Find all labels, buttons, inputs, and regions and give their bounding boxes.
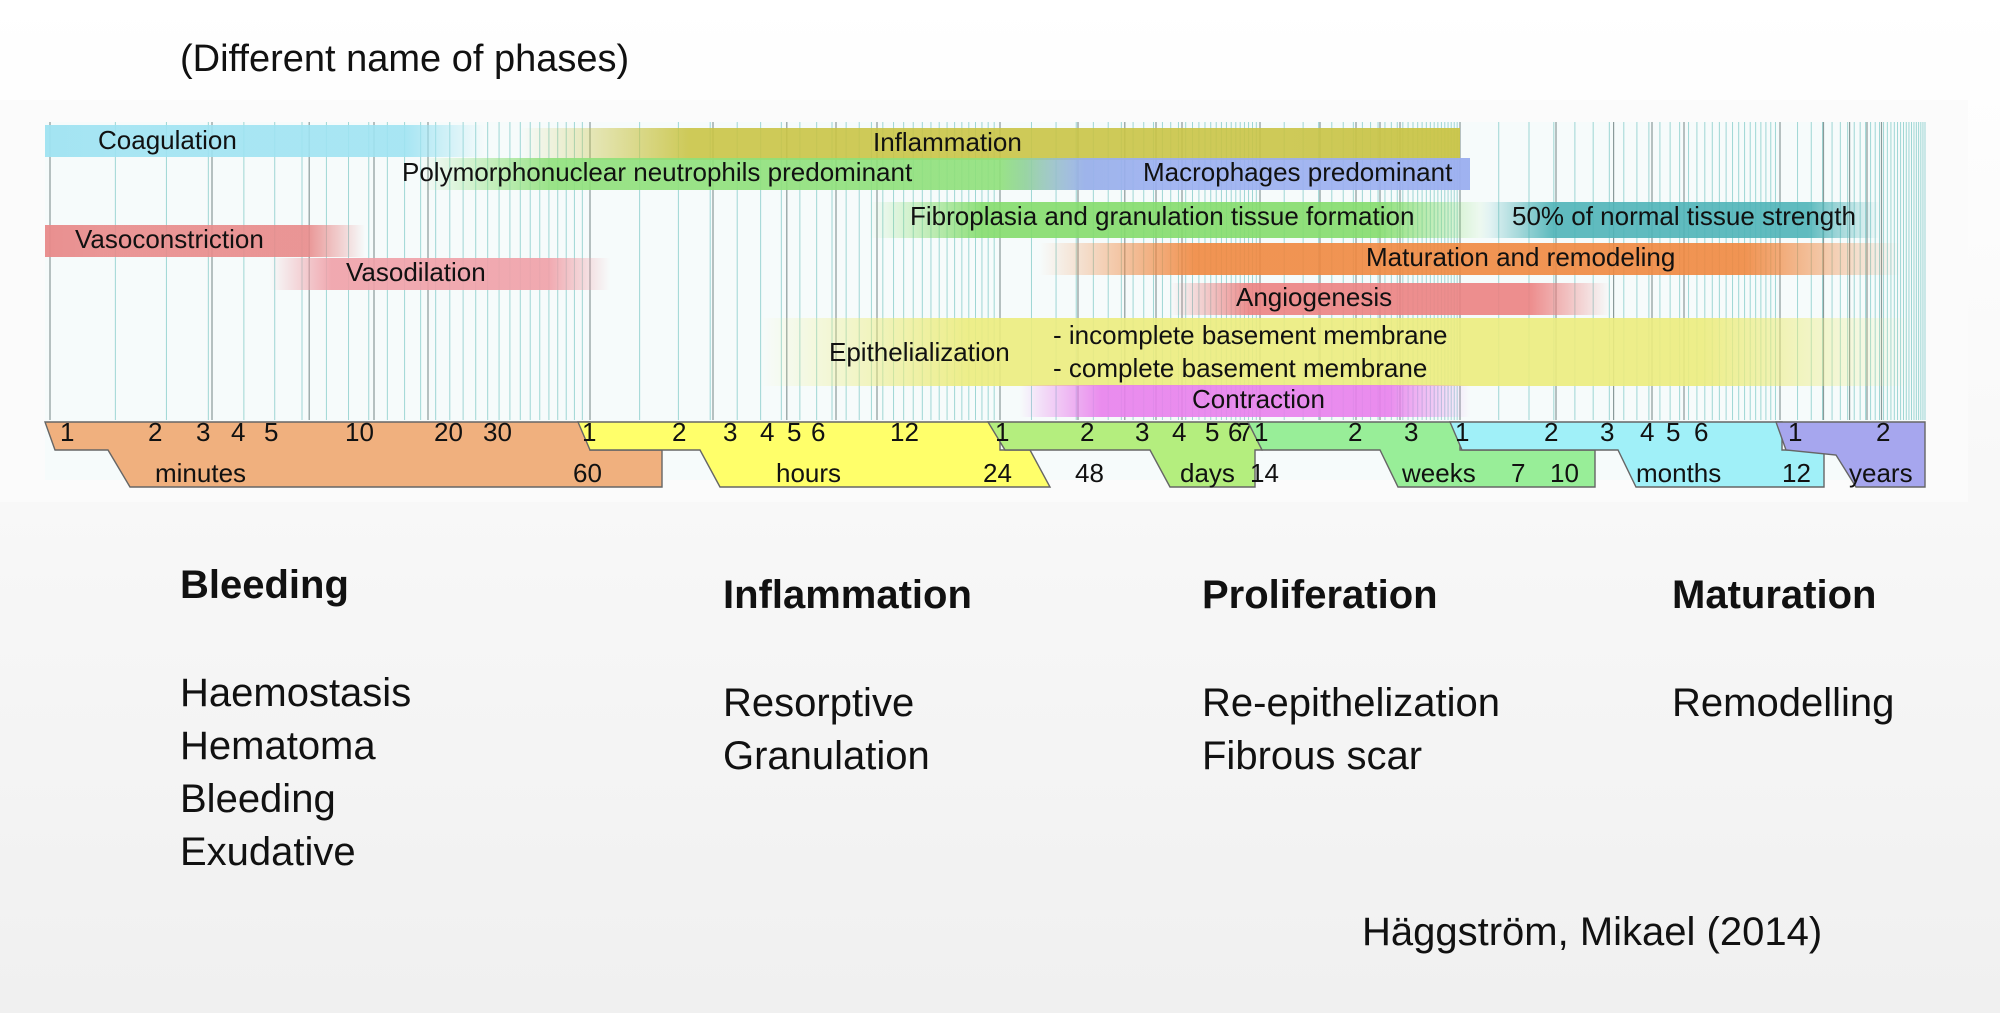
months-unit-label: months — [1636, 458, 1721, 488]
minutes-unit-label: minutes — [155, 458, 246, 488]
phase-term: Remodelling — [1672, 681, 1895, 725]
minutes-tick-label: 10 — [345, 417, 374, 447]
days-tick-label: 2 — [1080, 417, 1094, 447]
years-unit-label: years — [1849, 458, 1913, 488]
weeks-tick-label: 2 — [1348, 417, 1362, 447]
fibroplasia-bar — [870, 202, 1490, 238]
months-tick-label: 5 — [1666, 417, 1680, 447]
coagulation-label: Coagulation — [98, 125, 237, 155]
years-scale-segment — [1775, 421, 1926, 488]
contraction-bar — [1020, 385, 1470, 417]
vasoconstriction-label: Vasoconstriction — [75, 224, 264, 254]
phase-term: Fibrous scar — [1202, 734, 1423, 778]
phase-term: Resorptive — [723, 681, 915, 725]
strength-label: 50% of normal tissue strength — [1512, 201, 1856, 231]
weeks-tick-label: 7 — [1511, 458, 1525, 488]
months-tick-label: 12 — [1782, 458, 1811, 488]
hours-tick-label: 4 — [760, 417, 774, 447]
months-tick-label: 6 — [1694, 417, 1708, 447]
coagulation-bar — [45, 125, 485, 157]
phase-term: Exudative — [180, 830, 356, 874]
wound-healing-timeline: Coagulation Inflammation Polymorphonuclear… — [0, 100, 1968, 502]
minutes-tick-label: 4 — [231, 417, 245, 447]
minutes-tick-label: 60 — [573, 458, 602, 488]
fibroplasia-label: Fibroplasia and granulation tissue forma… — [910, 201, 1414, 231]
hours-tick-label: 1 — [582, 417, 596, 447]
phase-title-proliferation: Proliferation — [1202, 573, 1438, 617]
phase-term: Bleeding — [180, 777, 336, 821]
phase-term: Granulation — [723, 734, 930, 778]
days-tick-label: 6 — [1228, 417, 1242, 447]
months-tick-label: 1 — [1455, 417, 1469, 447]
minutes-tick-label: 2 — [148, 417, 162, 447]
vasodilation-bar — [270, 258, 610, 290]
vasodilation-label: Vasodilation — [346, 257, 486, 287]
hours-unit-label: hours — [776, 458, 841, 488]
days-tick-label: 14 — [1250, 458, 1279, 488]
months-tick-label: 2 — [1544, 417, 1558, 447]
incomplete_bm-label: - incomplete basement membrane — [1053, 320, 1448, 350]
phase-term: Haemostasis — [180, 671, 412, 715]
angiogenesis-bar — [1170, 283, 1610, 315]
macrophages-label: Macrophages predominant — [1143, 157, 1453, 187]
days-tick-label: 4 — [1172, 417, 1186, 447]
phase-terms-inflammation: Resorptive Granulation — [723, 677, 930, 783]
hours-tick-label: 2 — [672, 417, 686, 447]
vasoconstriction-bar — [45, 225, 365, 257]
pmn-label: Polymorphonuclear neutrophils predominan… — [402, 157, 913, 187]
phase-title-inflammation: Inflammation — [723, 573, 972, 617]
hours-tick-label: 6 — [811, 417, 825, 447]
hours-tick-label: 48 — [1075, 458, 1104, 488]
days-tick-label: 1 — [995, 417, 1009, 447]
hours-tick-label: 12 — [890, 417, 919, 447]
phase-title-maturation: Maturation — [1672, 573, 1877, 617]
days-tick-label: 3 — [1135, 417, 1149, 447]
years-tick-label: 1 — [1788, 417, 1802, 447]
macrophages-bar — [1000, 158, 1470, 190]
weeks-unit-label: weeks — [1401, 458, 1476, 488]
weeks-tick-label: 1 — [1254, 417, 1268, 447]
process-bars: Coagulation InflammationPolymorphonuclear… — [45, 125, 1910, 417]
strength-bar — [1480, 202, 1880, 238]
phase-terms-proliferation: Re-epithelization Fibrous scar — [1202, 677, 1500, 783]
phase-terms-maturation: Remodelling — [1672, 677, 1894, 730]
years-tick-label: 2 — [1876, 417, 1890, 447]
hours-tick-label: 24 — [983, 458, 1012, 488]
citation: Häggström, Mikael (2014) — [1362, 910, 1823, 954]
months-tick-label: 4 — [1640, 417, 1654, 447]
contraction-label: Contraction — [1192, 384, 1325, 414]
timeline-diagram: Coagulation InflammationPolymorphonuclear… — [44, 122, 1926, 488]
hours-tick-label: 5 — [787, 417, 801, 447]
phase-term: Hematoma — [180, 724, 376, 768]
epithelialization-bar — [760, 318, 1910, 386]
minutes-tick-label: 30 — [483, 417, 512, 447]
minutes-tick-label: 5 — [264, 417, 278, 447]
minutes-tick-label: 3 — [196, 417, 210, 447]
maturation-bar — [1040, 243, 1900, 275]
complete_bm-label: - complete basement membrane — [1053, 353, 1427, 383]
epithelialization-label: Epithelialization — [829, 337, 1010, 367]
phase-terms-bleeding: Haemostasis Hematoma Bleeding Exudative — [180, 667, 411, 879]
months-tick-label: 3 — [1600, 417, 1614, 447]
minutes-tick-label: 1 — [60, 417, 74, 447]
weeks-tick-label: 10 — [1550, 458, 1579, 488]
inflammation-label: Inflammation — [873, 127, 1022, 157]
phase-title-bleeding: Bleeding — [180, 563, 349, 607]
days-unit-label: days — [1180, 458, 1235, 488]
slide-subtitle: (Different name of phases) — [180, 38, 630, 80]
weeks-tick-label: 3 — [1404, 417, 1418, 447]
minutes-tick-label: 20 — [434, 417, 463, 447]
angiogenesis-label: Angiogenesis — [1236, 282, 1392, 312]
days-tick-label: 5 — [1205, 417, 1219, 447]
maturation-label: Maturation and remodeling — [1366, 242, 1675, 272]
inflammation-bar — [520, 128, 1460, 160]
phase-term: Re-epithelization — [1202, 681, 1500, 725]
hours-tick-label: 3 — [723, 417, 737, 447]
